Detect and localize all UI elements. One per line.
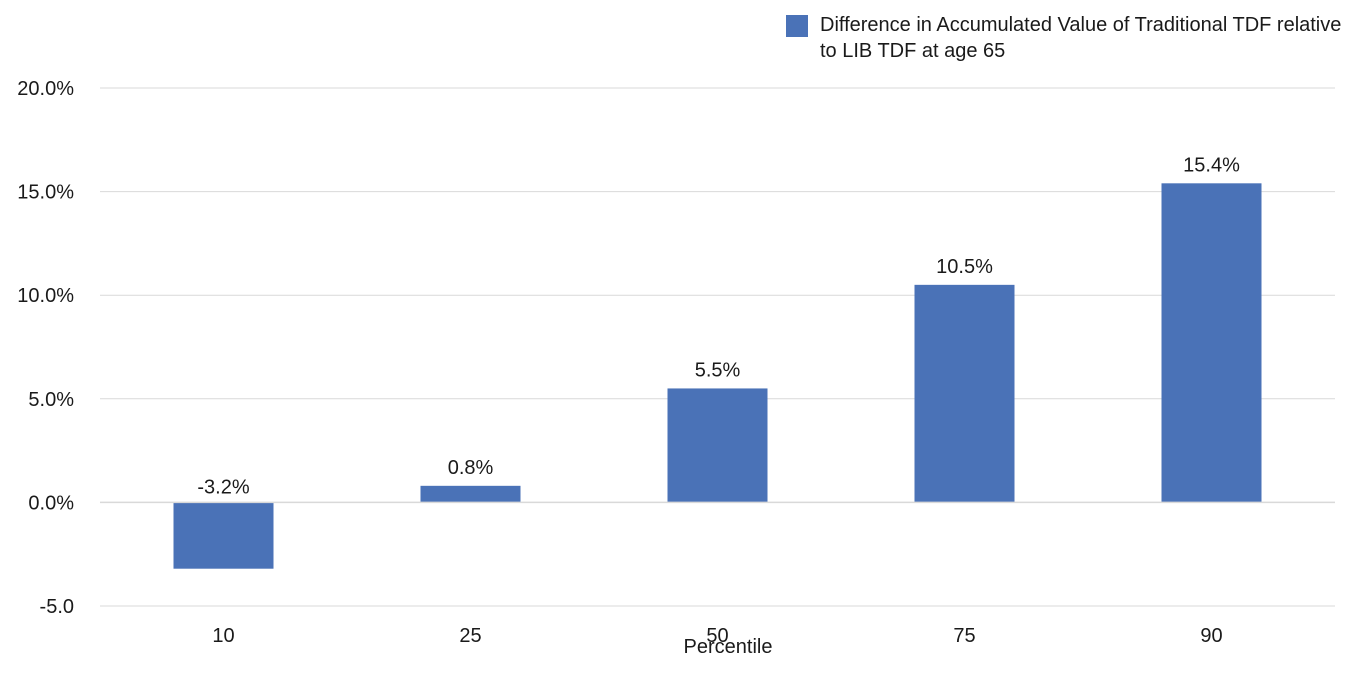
data-label: 0.8% [448, 457, 494, 479]
bar [667, 388, 768, 503]
bar [173, 502, 274, 569]
y-tick-label: 0.0% [28, 492, 74, 514]
data-label: -3.2% [197, 476, 249, 498]
y-tick-label: -5.0 [40, 596, 74, 618]
bar [1161, 183, 1262, 503]
x-tick-label: 10 [212, 625, 234, 647]
data-label: 10.5% [936, 256, 993, 278]
y-tick-label: 20.0% [17, 78, 74, 100]
legend-label: Difference in Accumulated Value of Tradi… [820, 14, 1342, 62]
x-axis-title: Percentile [683, 636, 773, 658]
x-tick-label: 50 [706, 625, 728, 647]
x-tick-label: 90 [1200, 625, 1222, 647]
data-label: 5.5% [695, 359, 741, 381]
y-tick-label: 10.0% [17, 285, 74, 307]
bar [914, 284, 1015, 503]
x-tick-label: 25 [459, 625, 481, 647]
data-label: 15.4% [1183, 154, 1240, 176]
bar [420, 485, 521, 503]
y-tick-label: 5.0% [28, 389, 74, 411]
x-tick-label: 75 [953, 625, 975, 647]
legend-swatch [786, 15, 808, 37]
legend: Difference in Accumulated Value of Tradi… [786, 12, 1346, 64]
y-tick-label: 15.0% [17, 182, 74, 204]
